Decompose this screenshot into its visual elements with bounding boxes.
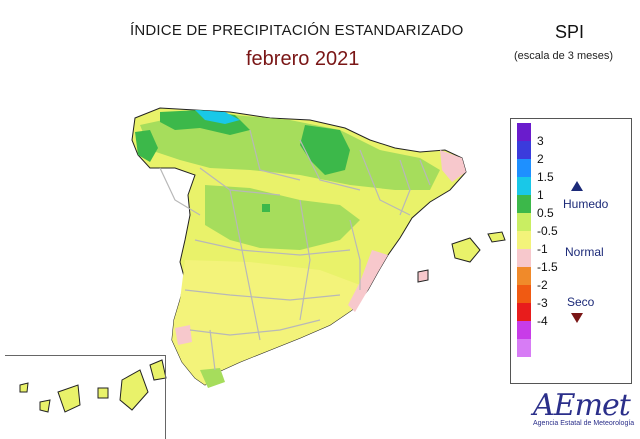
canary-inset-frame — [5, 355, 166, 439]
province-borders — [159, 129, 431, 371]
legend-color-7 — [517, 249, 531, 267]
scale-note: (escala de 3 meses) — [514, 50, 614, 62]
legend-level-neg2: -2 — [537, 278, 548, 292]
mallorca-island — [451, 237, 481, 263]
humid-label: Humedo — [563, 197, 609, 211]
spi-legend: 3 2 1.5 1 0.5 -0.5 -1 -1.5 -2 -3 -4 Hume… — [510, 118, 632, 384]
asturias-cyan — [195, 110, 240, 124]
cadiz-wet — [200, 368, 225, 388]
legend-level-3: 3 — [537, 134, 544, 148]
map-title: ÍNDICE DE PRECIPITACIÓN ESTANDARIZADO — [130, 22, 464, 39]
huelva-dry — [175, 325, 192, 345]
legend-color-10 — [517, 303, 531, 321]
legend-color-8 — [517, 267, 531, 285]
legend-color-2 — [517, 159, 531, 177]
dry-triangle-icon — [571, 313, 583, 323]
valencia-dry — [348, 250, 388, 312]
legend-color-11 — [517, 321, 531, 339]
legend-color-4 — [517, 195, 531, 213]
legend-level-1: 1 — [537, 188, 544, 202]
legend-level-1_5: 1.5 — [537, 170, 554, 184]
galicia-green — [135, 130, 158, 162]
legend-color-12 — [517, 339, 531, 357]
normal-label: Normal — [565, 245, 604, 259]
basque-green — [300, 125, 350, 175]
central-spot — [262, 204, 270, 212]
legend-level-neg4: -4 — [537, 314, 548, 328]
legend-level-neg1: -1 — [537, 242, 548, 256]
catalonia-dry — [440, 150, 466, 182]
legend-level-0_5: 0.5 — [537, 206, 554, 220]
legend-level-neg0_5: -0.5 — [537, 224, 558, 238]
index-label: SPI — [555, 22, 585, 42]
map-period: febrero 2021 — [246, 48, 360, 70]
legend-color-9 — [517, 285, 531, 303]
aemet-logo: AEmet — [533, 388, 631, 423]
ibiza-island — [417, 269, 429, 283]
legend-color-0 — [517, 123, 531, 141]
aemet-tagline: Agencia Estatal de Meteorología — [533, 420, 635, 427]
menorca-island — [487, 231, 506, 243]
legend-color-1 — [517, 141, 531, 159]
legend-level-neg3: -3 — [537, 296, 548, 310]
south-dry-normal — [172, 260, 360, 385]
legend-color-5 — [517, 213, 531, 231]
legend-color-3 — [517, 177, 531, 195]
canary-islands — [19, 359, 167, 413]
dry-label: Seco — [567, 295, 595, 309]
central-wet — [205, 185, 360, 250]
humid-triangle-icon — [571, 181, 583, 191]
legend-color-6 — [517, 231, 531, 249]
legend-level-neg1_5: -1.5 — [537, 260, 558, 274]
legend-level-2: 2 — [537, 152, 544, 166]
